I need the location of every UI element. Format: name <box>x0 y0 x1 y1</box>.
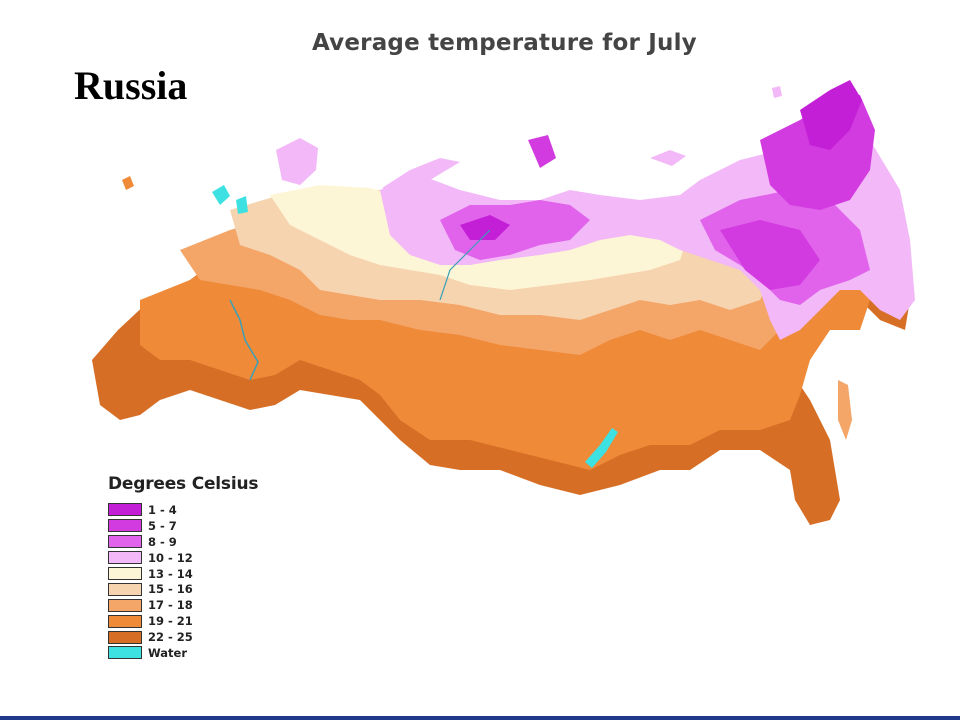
legend-swatch <box>108 535 142 549</box>
page-title: Russia <box>74 63 188 108</box>
island-severnaya-zemlya <box>528 135 556 168</box>
legend-label: 22 - 25 <box>148 630 193 645</box>
legend-title: Degrees Celsius <box>108 474 259 494</box>
legend-label: 1 - 4 <box>148 502 177 517</box>
island-wrangel <box>772 86 782 98</box>
legend-swatch <box>108 567 142 580</box>
water-baikal <box>585 428 618 468</box>
legend-swatch <box>108 582 142 596</box>
water-ladoga <box>212 185 230 205</box>
legend-swatch <box>108 519 142 533</box>
legend-label: 13 - 14 <box>148 566 193 581</box>
legend-label: 17 - 18 <box>148 598 193 613</box>
legend-swatch <box>108 630 142 644</box>
legend-item: 5 - 7 <box>108 518 258 534</box>
legend-item: 19 - 21 <box>108 613 258 629</box>
legend-items: 1 - 4 5 - 7 8 - 9 10 - 12 13 - 14 15 - 1… <box>108 502 258 661</box>
legend-swatch <box>108 598 142 612</box>
map-zone-kaliningrad <box>122 176 134 190</box>
legend-swatch <box>108 503 142 517</box>
island-sakhalin <box>838 380 852 440</box>
legend-swatch <box>108 551 142 565</box>
map-zone-1-4 <box>460 80 862 240</box>
legend-swatch <box>108 614 142 628</box>
river-ob <box>439 229 491 301</box>
legend-item: 8 - 9 <box>108 534 258 550</box>
water-onega <box>236 196 248 214</box>
legend-item: 13 - 14 <box>108 566 258 582</box>
map-zone-kola <box>276 138 318 185</box>
legend-label: 8 - 9 <box>148 534 177 549</box>
legend-item: Water <box>108 645 258 661</box>
legend-item: 17 - 18 <box>108 597 258 613</box>
legend-label: 19 - 21 <box>148 614 193 629</box>
legend-label: 15 - 16 <box>148 582 193 597</box>
legend: Degrees Celsius 1 - 4 5 - 7 8 - 9 10 - 1… <box>108 474 258 661</box>
legend-label: 10 - 12 <box>148 550 193 565</box>
legend-item: 10 - 12 <box>108 550 258 566</box>
river-volga <box>229 299 259 381</box>
legend-item: 15 - 16 <box>108 581 258 597</box>
legend-label: Water <box>148 645 188 660</box>
map-title: Average temperature for July <box>312 30 697 56</box>
island-new-siberian <box>650 150 686 166</box>
island-novaya-zemlya <box>382 158 460 195</box>
footer-bar <box>0 716 960 720</box>
legend-item: 1 - 4 <box>108 502 258 518</box>
legend-label: 5 - 7 <box>148 518 177 533</box>
legend-item: 22 - 25 <box>108 629 258 645</box>
legend-swatch <box>108 646 142 660</box>
